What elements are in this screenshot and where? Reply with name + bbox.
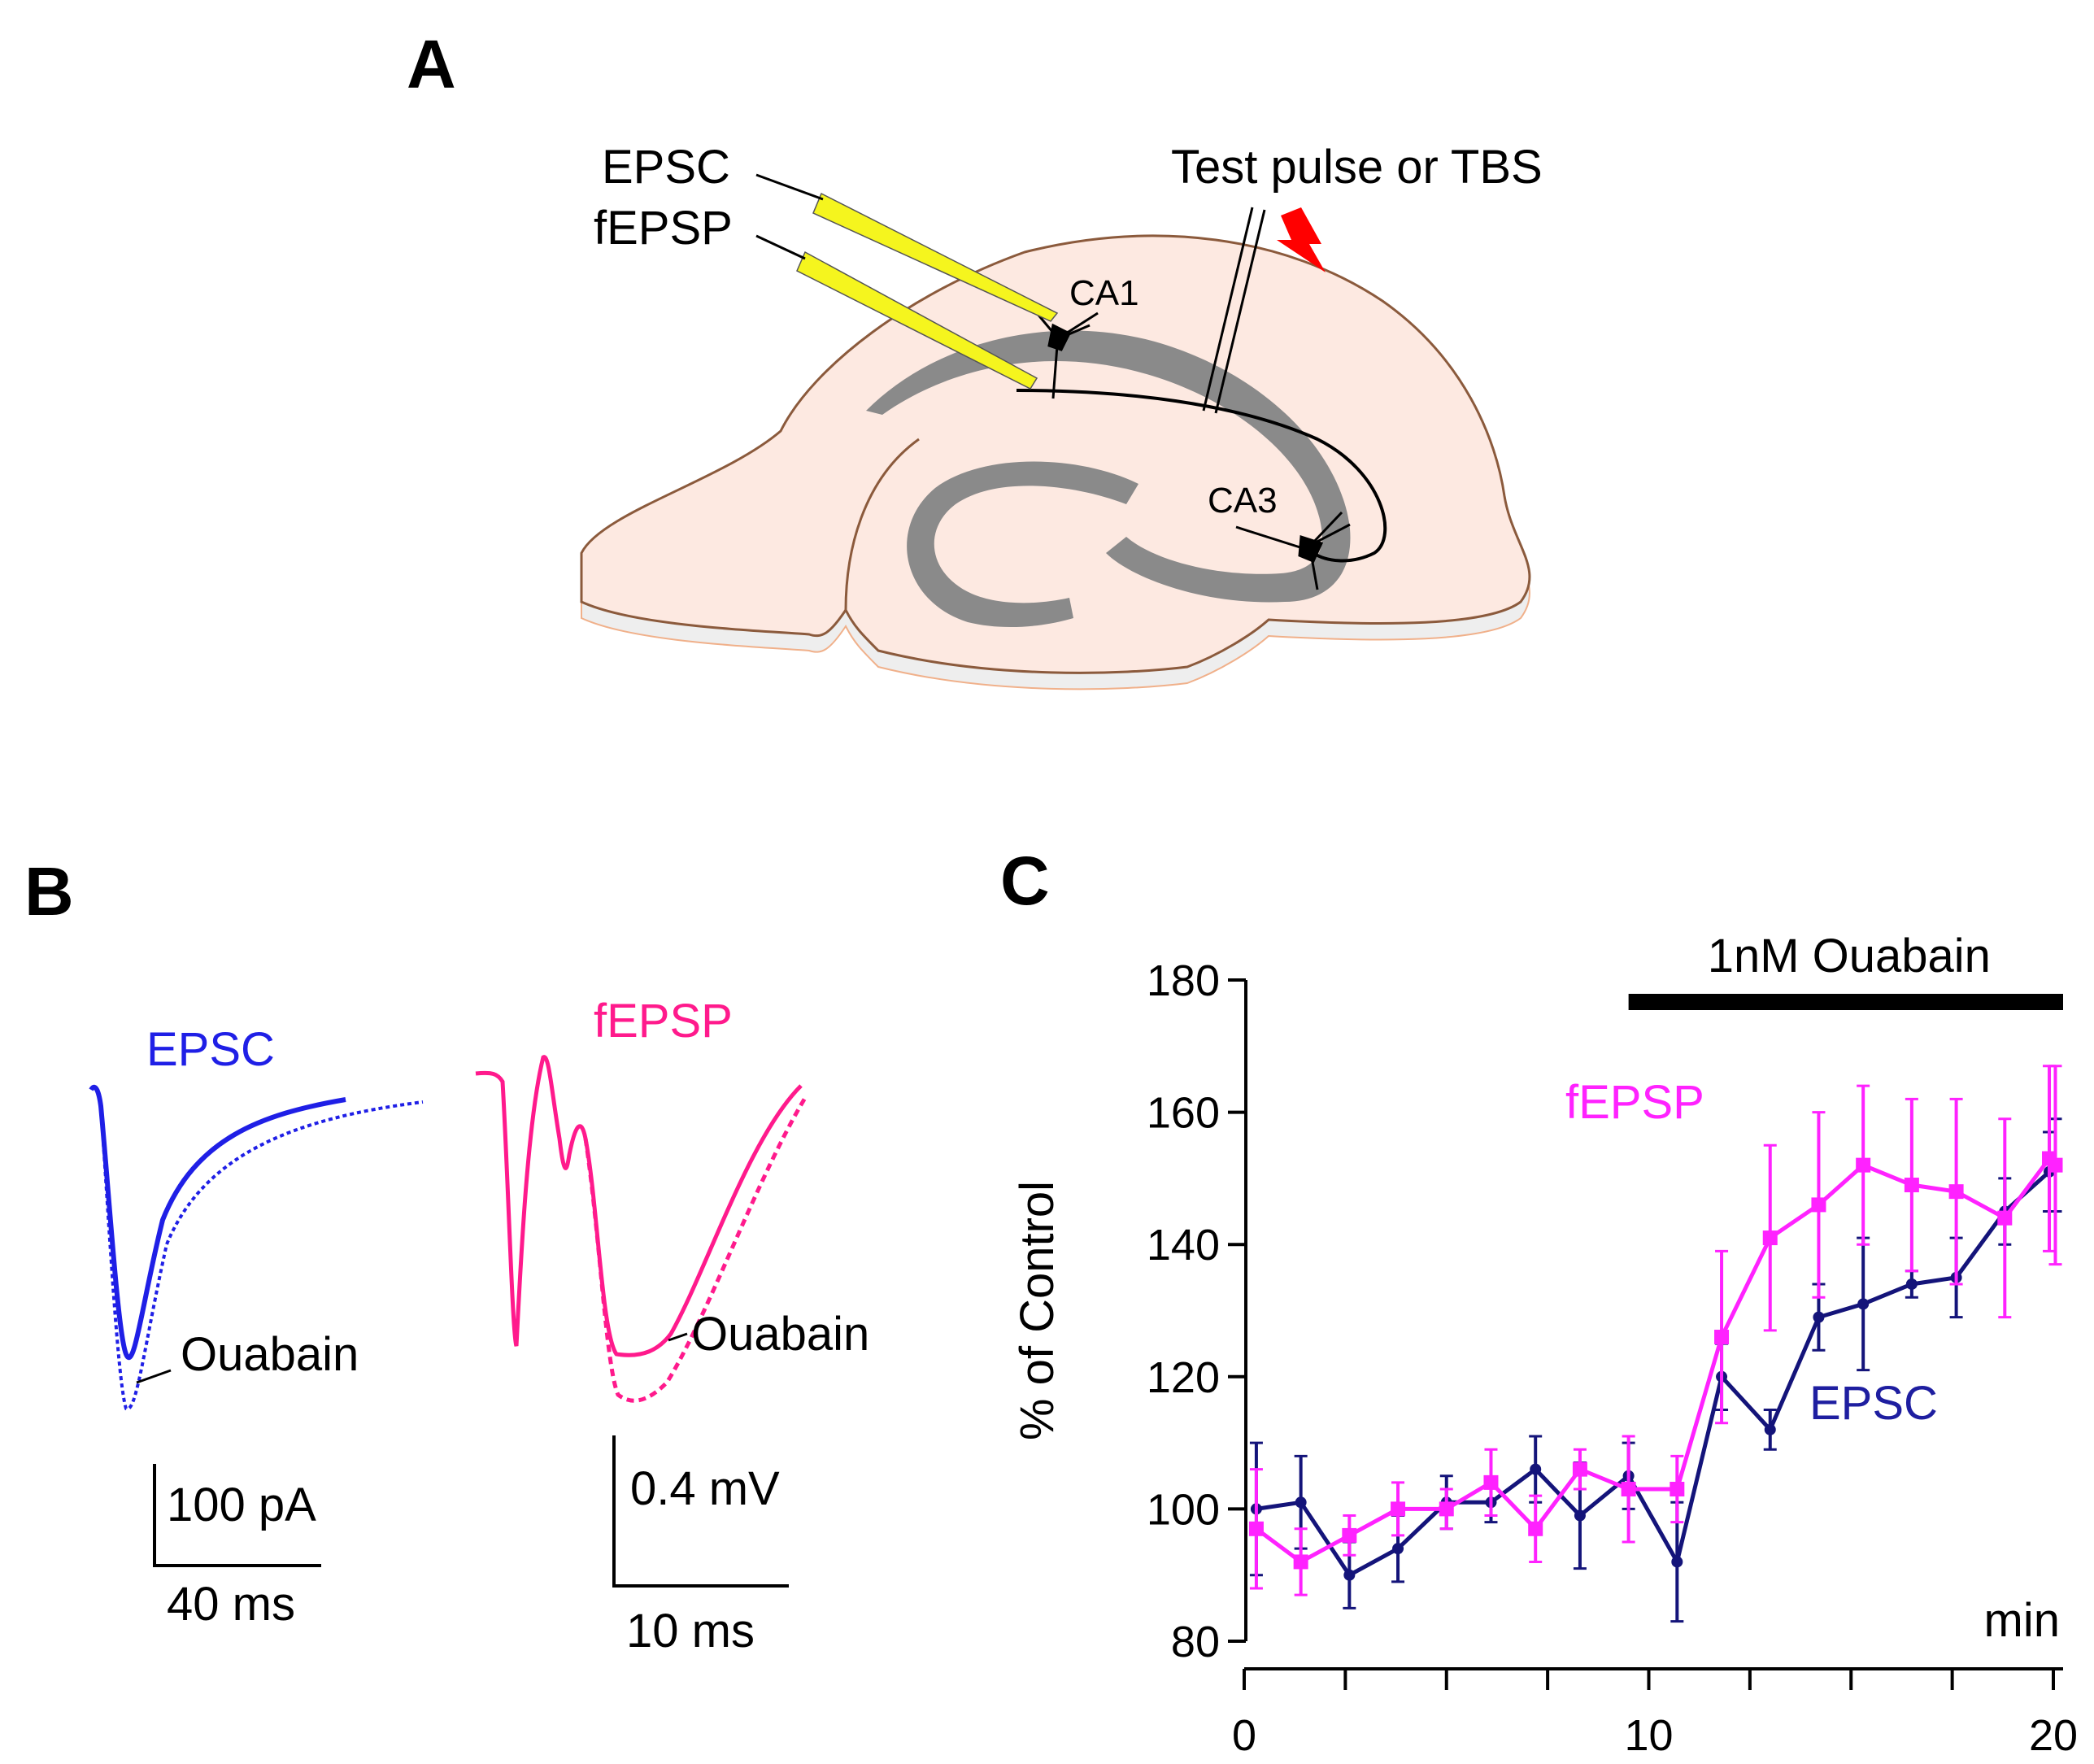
y-axis-label: % of Control xyxy=(1011,1181,1064,1440)
time-course-chart: 80 100 120 140 160 180 0 10 20 % of Control min… xyxy=(1011,930,2078,1760)
data-point xyxy=(1343,1569,1356,1581)
data-point xyxy=(1764,1423,1776,1435)
fepsp-ouabain-trace xyxy=(583,1096,808,1403)
data-point xyxy=(1905,1278,1918,1290)
stimulating-electrode xyxy=(1202,207,1266,414)
fepsp-electrode xyxy=(755,234,1038,390)
drug-bar-label: 1nM Ouabain xyxy=(1708,930,1991,982)
fepsp-scale-bar xyxy=(612,1435,789,1588)
fepsp-electrode-label: fEPSP xyxy=(594,202,733,255)
data-point xyxy=(2048,1157,2063,1173)
epsc-electrode xyxy=(755,173,1059,322)
data-point xyxy=(1248,1521,1264,1536)
data-point xyxy=(1528,1521,1543,1536)
data-point xyxy=(1392,1543,1404,1555)
data-point xyxy=(1295,1496,1307,1509)
x-axis-label: min xyxy=(1984,1594,2060,1647)
y-ticks: 80 100 120 140 160 180 xyxy=(1147,956,1246,1666)
panel-label-b: B xyxy=(24,853,74,930)
epsc-trace-title: EPSC xyxy=(146,1023,275,1076)
fepsp-scale-y-label: 0.4 mV xyxy=(630,1462,780,1515)
fepsp-traces: fEPSP Ouabain 0.4 mV 10 ms xyxy=(475,995,869,1657)
ouabain-pointer-left xyxy=(136,1369,172,1384)
x-ticks: 0 10 20 xyxy=(1232,1669,2078,1760)
epsc-electrode-label: EPSC xyxy=(602,141,730,194)
ouabain-pointer-right xyxy=(668,1332,688,1342)
ca1-label: CA1 xyxy=(1069,273,1139,313)
epsc-scale-bar xyxy=(153,1464,321,1567)
panel-label-c: C xyxy=(1000,843,1050,919)
data-point xyxy=(1671,1556,1683,1568)
data-point xyxy=(1342,1527,1357,1543)
fepsp-series-label: fEPSP xyxy=(1565,1076,1704,1129)
data-point xyxy=(1856,1157,1871,1173)
epsc-scale-x-label: 40 ms xyxy=(167,1578,295,1631)
epsc-scale-y-label: 100 pA xyxy=(167,1479,316,1531)
series-fepsp xyxy=(1248,1065,2063,1596)
data-point xyxy=(1762,1230,1778,1246)
data-point xyxy=(1997,1210,2013,1226)
ouabain-label-left: Ouabain xyxy=(181,1328,359,1381)
data-point xyxy=(1293,1554,1308,1570)
y-tick-label: 160 xyxy=(1147,1089,1220,1138)
data-point xyxy=(1904,1178,1919,1193)
x-tick-label: 10 xyxy=(1624,1711,1673,1760)
stim-bolt-icon xyxy=(1277,207,1326,272)
y-tick-label: 120 xyxy=(1147,1353,1220,1402)
fepsp-trace-title: fEPSP xyxy=(594,995,733,1048)
data-point xyxy=(1948,1184,1964,1200)
data-point xyxy=(1439,1501,1454,1517)
x-tick-label: 20 xyxy=(2029,1711,2078,1760)
hippocampal-slice-schematic: EPSC fEPSP Test pulse or TBS CA1 CA3 xyxy=(580,141,1543,690)
y-tick-label: 80 xyxy=(1171,1618,1220,1666)
y-tick-label: 100 xyxy=(1147,1485,1220,1534)
ouabain-label-right: Ouabain xyxy=(691,1308,869,1361)
data-point xyxy=(1621,1482,1636,1497)
stimulation-label: Test pulse or TBS xyxy=(1171,141,1543,194)
panel-label-a: A xyxy=(407,26,456,102)
data-point xyxy=(1530,1463,1542,1475)
schaffer-collateral xyxy=(1016,389,1387,563)
pyramidal-cell-layer xyxy=(866,330,1351,603)
epsc-series-label: EPSC xyxy=(1809,1377,1938,1430)
data-point xyxy=(1483,1474,1499,1490)
ca3-label: CA3 xyxy=(1208,481,1278,520)
slice-fissure xyxy=(844,438,920,611)
series-epsc xyxy=(1249,1117,2062,1623)
data-point xyxy=(1813,1311,1825,1323)
epsc-ouabain-trace xyxy=(99,1100,424,1411)
data-point xyxy=(1811,1197,1826,1213)
data-point xyxy=(1572,1461,1587,1477)
y-tick-label: 140 xyxy=(1147,1221,1220,1270)
series-line xyxy=(1255,1155,2057,1565)
epsc-traces: EPSC Ouabain 100 pA 40 ms xyxy=(89,1023,424,1631)
series-layer xyxy=(1248,1065,2063,1623)
dentate-gyrus xyxy=(907,461,1138,628)
y-tick-label: 180 xyxy=(1147,956,1220,1005)
data-point xyxy=(1391,1501,1406,1517)
data-point xyxy=(1857,1298,1870,1310)
fepsp-scale-x-label: 10 ms xyxy=(626,1605,755,1657)
data-point xyxy=(1670,1482,1685,1497)
epsc-control-trace xyxy=(89,1084,346,1361)
data-point xyxy=(1574,1509,1586,1522)
fepsp-control-trace xyxy=(475,1055,803,1357)
x-tick-label: 0 xyxy=(1232,1711,1256,1760)
data-point xyxy=(1714,1330,1730,1345)
series-line xyxy=(1256,1163,2057,1578)
